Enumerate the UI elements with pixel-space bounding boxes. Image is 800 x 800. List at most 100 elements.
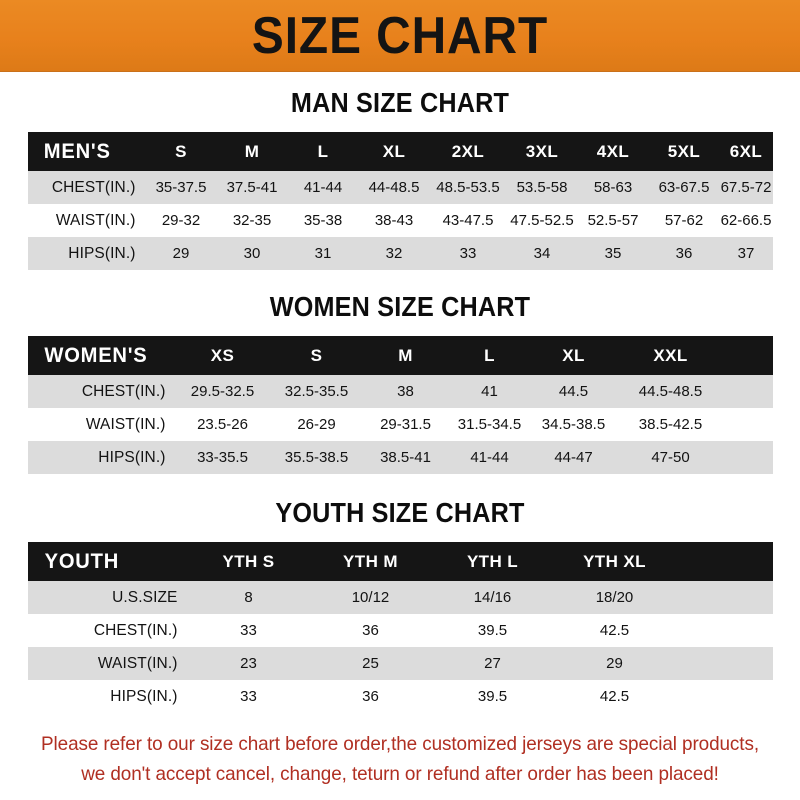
men-cell: 53.5-58 bbox=[516, 179, 568, 196]
men-row-label: CHEST(IN.) bbox=[51, 178, 136, 196]
women-size-header: XXL bbox=[653, 345, 688, 365]
women-cell: 34.5-38.5 bbox=[541, 416, 606, 433]
women-size-table: WOMEN'S XS S M L XL XXL CHEST(IN.) 29.5-32.5 32.5… bbox=[27, 336, 773, 474]
youth-cell-spacer bbox=[676, 581, 773, 614]
women-cell: 23.5-26 bbox=[197, 416, 248, 433]
youth-header-spacer bbox=[676, 542, 773, 581]
women-row-label: WAIST(IN.) bbox=[85, 415, 166, 433]
youth-table-body: YOUTH YTH S YTH M YTH L YTH XL U.S.SIZE 8 10/12… bbox=[27, 542, 773, 713]
women-size-header: XL bbox=[562, 345, 585, 365]
table-row: CHEST(IN.) 33 36 39.5 42.5 bbox=[27, 614, 773, 647]
women-cell: 38.5-41 bbox=[380, 449, 431, 466]
women-row-label: HIPS(IN.) bbox=[98, 448, 166, 466]
women-size-header: XS bbox=[210, 345, 235, 365]
women-cell: 33-35.5 bbox=[197, 449, 248, 466]
men-size-header: S bbox=[175, 141, 187, 161]
youth-header-row: YOUTH YTH S YTH M YTH L YTH XL bbox=[27, 542, 773, 581]
youth-cell: 36 bbox=[362, 688, 379, 705]
youth-header-label: YOUTH bbox=[44, 549, 119, 573]
men-cell: 31 bbox=[314, 245, 332, 262]
disclaimer-line-2: we don't accept cancel, change, teturn o… bbox=[81, 763, 719, 785]
table-row: CHEST(IN.) 29.5-32.5 32.5-35.5 38 41 44.5 44.5… bbox=[27, 375, 773, 408]
man-section-title: MAN SIZE CHART bbox=[290, 87, 510, 118]
men-size-header: L bbox=[317, 141, 329, 161]
men-cell: 33 bbox=[459, 245, 477, 262]
women-section-title: WOMEN SIZE CHART bbox=[269, 291, 531, 322]
women-cell-spacer bbox=[726, 375, 773, 408]
men-row-label: WAIST(IN.) bbox=[55, 211, 136, 229]
men-cell: 52.5-57 bbox=[587, 212, 639, 229]
women-cell: 38 bbox=[397, 383, 414, 400]
women-cell: 35.5-38.5 bbox=[284, 449, 349, 466]
youth-size-header: YTH L bbox=[466, 551, 519, 571]
youth-cell: 33 bbox=[240, 688, 257, 705]
page-banner: SIZE CHART bbox=[0, 0, 800, 72]
women-cell: 44-47 bbox=[554, 449, 593, 466]
youth-cell: 42.5 bbox=[599, 622, 630, 639]
men-cell: 35-37.5 bbox=[155, 179, 207, 196]
youth-size-header: YTH S bbox=[222, 551, 275, 571]
youth-cell: 42.5 bbox=[599, 688, 630, 705]
women-cell: 26-29 bbox=[297, 416, 336, 433]
youth-cell: 39.5 bbox=[477, 688, 508, 705]
men-header-row: MEN'S S M L XL 2XL 3XL 4XL 5XL 6XL bbox=[27, 132, 773, 171]
youth-cell: 36 bbox=[362, 622, 379, 639]
men-size-header: XL bbox=[382, 141, 406, 161]
youth-size-table: YOUTH YTH S YTH M YTH L YTH XL U.S.SIZE 8 10/12… bbox=[27, 542, 773, 713]
table-row: HIPS(IN.) 33-35.5 35.5-38.5 38.5-41 41-44 44-… bbox=[27, 441, 773, 474]
youth-cell: 18/20 bbox=[595, 589, 634, 606]
women-cell: 41 bbox=[481, 383, 498, 400]
men-cell: 29 bbox=[172, 245, 190, 262]
youth-row-label: WAIST(IN.) bbox=[97, 654, 178, 672]
men-size-header: M bbox=[244, 141, 260, 161]
table-row: WAIST(IN.) 29-32 32-35 35-38 38-43 43-47.5 47.… bbox=[27, 204, 773, 237]
women-cell: 41-44 bbox=[470, 449, 509, 466]
disclaimer-line-1: Please refer to our size chart before or… bbox=[41, 733, 759, 755]
women-cell: 44.5-48.5 bbox=[638, 383, 703, 400]
men-cell: 35 bbox=[604, 245, 622, 262]
men-size-header: 4XL bbox=[596, 141, 630, 161]
women-size-header: S bbox=[310, 345, 323, 365]
youth-cell: 39.5 bbox=[477, 622, 508, 639]
men-size-header: 5XL bbox=[667, 141, 701, 161]
youth-cell-spacer bbox=[676, 680, 773, 713]
youth-cell-spacer bbox=[676, 647, 773, 680]
men-cell: 48.5-53.5 bbox=[436, 179, 500, 196]
women-cell: 38.5-42.5 bbox=[638, 416, 703, 433]
youth-cell: 23 bbox=[240, 655, 257, 672]
men-cell: 37 bbox=[737, 245, 755, 262]
youth-cell: 25 bbox=[362, 655, 379, 672]
men-cell: 29-32 bbox=[161, 212, 201, 229]
men-cell: 34 bbox=[533, 245, 551, 262]
disclaimer: Please refer to our size chart before or… bbox=[31, 729, 768, 789]
men-row-label: HIPS(IN.) bbox=[68, 244, 136, 262]
women-row-label: CHEST(IN.) bbox=[81, 382, 166, 400]
men-cell: 30 bbox=[243, 245, 261, 262]
men-cell: 47.5-52.5 bbox=[510, 212, 574, 229]
women-cell: 29.5-32.5 bbox=[190, 383, 255, 400]
men-size-header: 3XL bbox=[525, 141, 559, 161]
men-cell: 38-43 bbox=[374, 212, 414, 229]
youth-cell: 27 bbox=[484, 655, 501, 672]
women-cell: 47-50 bbox=[651, 449, 690, 466]
youth-cell: 10/12 bbox=[351, 589, 390, 606]
men-size-header: 2XL bbox=[451, 141, 485, 161]
youth-size-header: YTH M bbox=[343, 551, 398, 571]
women-header-label: WOMEN'S bbox=[43, 343, 148, 367]
youth-cell: 29 bbox=[606, 655, 623, 672]
men-cell: 67.5-72 bbox=[720, 179, 772, 196]
youth-row-label: CHEST(IN.) bbox=[93, 621, 178, 639]
men-table-body: MEN'S S M L XL 2XL 3XL 4XL 5XL 6XL CHEST(IN.) 35-37… bbox=[27, 132, 773, 270]
youth-row-label: U.S.SIZE bbox=[112, 588, 178, 606]
youth-size-header: YTH XL bbox=[583, 551, 646, 571]
women-cell-spacer bbox=[726, 441, 773, 474]
men-cell: 63-67.5 bbox=[658, 179, 710, 196]
men-cell: 62-66.5 bbox=[720, 212, 772, 229]
women-cell: 44.5 bbox=[558, 383, 589, 400]
table-row: WAIST(IN.) 23.5-26 26-29 29-31.5 31.5-34.5 34… bbox=[27, 408, 773, 441]
men-cell: 36 bbox=[675, 245, 693, 262]
women-cell: 29-31.5 bbox=[380, 416, 431, 433]
youth-cell-spacer bbox=[676, 614, 773, 647]
men-cell: 43-47.5 bbox=[442, 212, 494, 229]
youth-section-title: YOUTH SIZE CHART bbox=[275, 497, 525, 528]
